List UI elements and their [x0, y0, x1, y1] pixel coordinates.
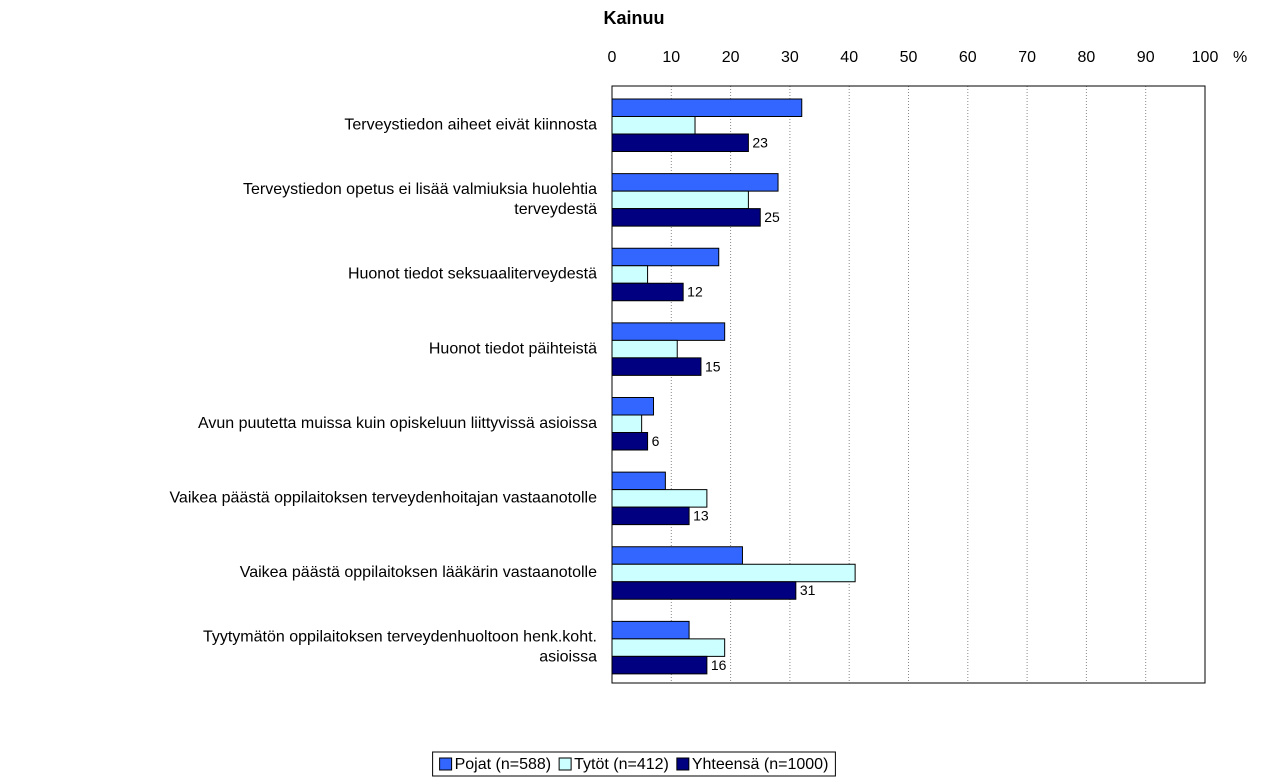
plot-frame	[611, 85, 1206, 684]
bar	[611, 98, 803, 117]
category-label: Terveystiedon aiheet eivät kiinnosta	[344, 116, 597, 133]
bar	[611, 265, 649, 284]
bar	[611, 173, 779, 192]
bar	[611, 282, 684, 302]
data-label: 25	[764, 209, 780, 225]
bar	[611, 471, 666, 491]
legend-box	[432, 751, 836, 777]
bar	[611, 247, 720, 267]
category-label: Avun puutetta muissa kuin opiskeluun lii…	[198, 415, 597, 432]
data-label: 12	[687, 284, 703, 300]
x-tick-label: 100	[1192, 49, 1219, 66]
legend-label: Tytöt (n=412)	[574, 756, 669, 773]
bar	[611, 339, 678, 359]
bar	[611, 357, 702, 376]
bar	[611, 432, 649, 451]
bar	[611, 506, 690, 526]
legend: Pojat (n=588) Tytöt (n=412) Yhteensä (n=10…	[432, 751, 836, 777]
category-label: Vaikea päästä oppilaitoksen lääkärin vas…	[240, 564, 597, 581]
x-tick-label: 0	[608, 49, 617, 66]
legend-swatch	[676, 757, 690, 771]
category-label: Huonot tiedot seksuaaliterveydestä	[348, 266, 597, 283]
data-label: 23	[752, 134, 768, 150]
data-label: 13	[693, 508, 709, 524]
bar	[611, 563, 856, 583]
bar	[611, 133, 749, 152]
chart-title: Kainuu	[604, 8, 665, 28]
bar	[611, 620, 690, 640]
x-tick-label: 90	[1137, 49, 1155, 66]
bar	[611, 116, 696, 135]
x-tick-label: 70	[1018, 49, 1036, 66]
legend-label: Yhteensä (n=1000)	[692, 756, 829, 773]
data-label: 15	[705, 358, 721, 374]
category-label: Terveystiedon opetus ei lisää valmiuksia…	[243, 181, 597, 218]
bar	[611, 581, 797, 600]
category-label: Vaikea päästä oppilaitoksen terveydenhoi…	[169, 490, 597, 507]
bar	[611, 208, 761, 227]
x-tick-label: 10	[662, 49, 680, 66]
x-tick-label: 40	[840, 49, 858, 66]
data-label: 16	[711, 657, 727, 673]
x-unit: %	[1233, 49, 1247, 66]
category-label: Tyytymätön oppilaitoksen terveydenhuolto…	[203, 629, 597, 666]
data-label: 31	[800, 582, 816, 598]
x-tick-label: 20	[722, 49, 740, 66]
x-tick-label: 60	[959, 49, 977, 66]
x-tick-label: 80	[1078, 49, 1096, 66]
bar	[611, 190, 749, 210]
x-tick-label: 30	[781, 49, 799, 66]
bar	[611, 414, 643, 433]
legend-label: Pojat (n=588)	[455, 756, 552, 773]
data-label: 6	[652, 433, 660, 449]
category-label: Huonot tiedot päihteistä	[429, 340, 597, 357]
bar	[611, 638, 726, 657]
bar	[611, 322, 726, 341]
legend-swatch	[558, 757, 572, 771]
bar	[611, 546, 743, 565]
legend-swatch	[439, 757, 453, 771]
bar	[611, 397, 655, 416]
bar	[611, 655, 708, 675]
x-tick-label: 50	[900, 49, 918, 66]
bar	[611, 489, 708, 508]
